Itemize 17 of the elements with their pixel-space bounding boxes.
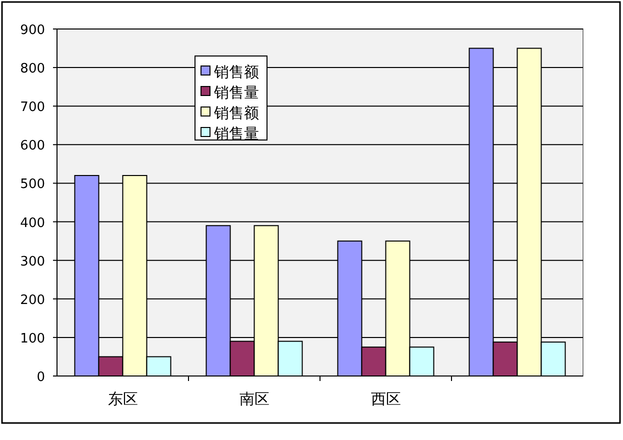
y-tick-label: 0: [36, 370, 45, 385]
y-tick-label: 300: [20, 254, 45, 270]
legend-label: 销售量: [213, 84, 259, 102]
y-tick-label: 600: [20, 138, 45, 154]
y-tick-label: 100: [20, 331, 45, 346]
legend-label: 销售额: [213, 104, 259, 122]
x-tick-label: 南区: [239, 390, 270, 408]
y-tick-label: 500: [20, 177, 45, 192]
y-tick-label: 400: [20, 216, 45, 231]
y-tick-label: 800: [20, 62, 45, 77]
y-tick-label: 700: [20, 100, 45, 116]
x-tick-label: 西区: [370, 390, 401, 408]
y-tick-label: 900: [20, 23, 45, 38]
y-tick-label: 200: [20, 292, 45, 308]
legend-label: 销售额: [213, 63, 259, 81]
x-tick-label: 东区: [108, 390, 138, 408]
legend-label: 销售量: [213, 124, 259, 142]
